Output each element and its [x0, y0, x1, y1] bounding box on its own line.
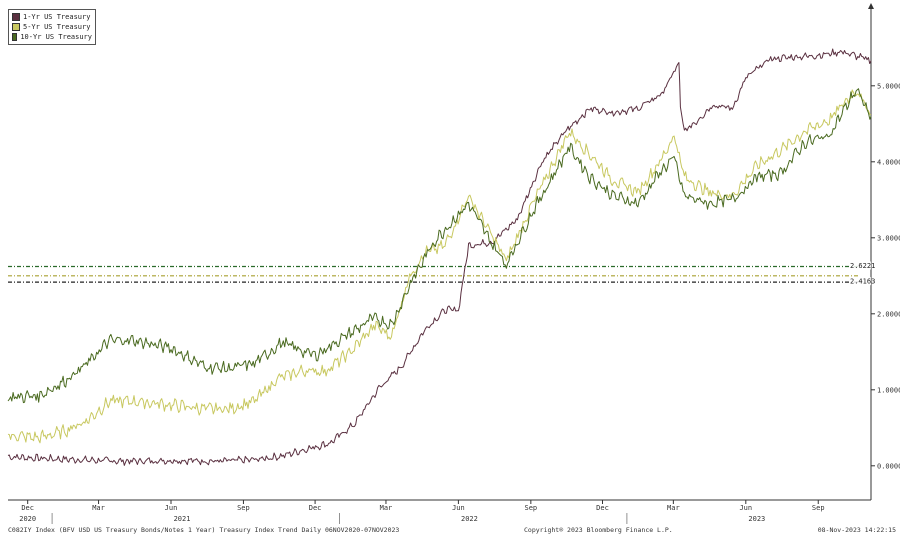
- reference-labels: 2.6221 2.4163: [849, 261, 875, 286]
- legend-swatch-1yr: [12, 13, 20, 21]
- legend-item-10yr: 10-Yr US Treasury: [12, 32, 92, 42]
- footer-copyright: Copyright® 2023 Bloomberg Finance L.P.: [524, 526, 673, 534]
- legend-swatch-5yr: [12, 23, 20, 31]
- x-tick-label: Sep: [237, 504, 250, 512]
- y-tick-label: 1.0000: [877, 386, 900, 394]
- plot-frame: [8, 3, 874, 501]
- y-tick-label: 4.0000: [877, 158, 900, 166]
- x-tick-label: Dec: [596, 504, 609, 512]
- y-tick-label: 5.0000: [877, 82, 900, 90]
- y-tick-label: 0.0000: [877, 462, 900, 470]
- legend: 1-Yr US Treasury 5-Yr US Treasury 10-Yr …: [8, 9, 96, 45]
- reference-label-bg: [849, 261, 871, 270]
- x-axis-ticks: Dec Mar Jun Sep Dec Mar Jun Sep Dec Mar Jun Sep 2020…: [19, 500, 825, 524]
- x-tick-label: Mar: [380, 504, 393, 512]
- x-year-label: 2021: [174, 515, 191, 523]
- x-tick-label: Jun: [452, 504, 465, 512]
- x-tick-label: Mar: [667, 504, 680, 512]
- x-year-label: 2020: [19, 515, 36, 523]
- x-tick-label: Dec: [21, 504, 34, 512]
- reference-label-bg: [849, 277, 871, 286]
- y-tick-label: 2.0000: [877, 310, 900, 318]
- x-tick-label: Sep: [812, 504, 825, 512]
- x-tick-label: Sep: [525, 504, 538, 512]
- series-line-5yr: [7, 89, 872, 444]
- reference-label: 2.4163: [850, 278, 875, 286]
- x-tick-label: Jun: [165, 504, 178, 512]
- x-year-label: 2022: [461, 515, 478, 523]
- y-axis-ticks: 0.0000 1.0000 2.0000 3.0000 4.0000 5.0000: [871, 82, 900, 470]
- x-tick-label: Dec: [309, 504, 322, 512]
- legend-label-1yr: 1-Yr US Treasury: [23, 13, 91, 21]
- x-tick-label: Mar: [92, 504, 105, 512]
- legend-label-10yr: 10-Yr US Treasury: [20, 33, 92, 41]
- legend-swatch-10yr: [12, 33, 18, 41]
- legend-item-1yr: 1-Yr US Treasury: [12, 12, 92, 22]
- x-year-label: 2023: [748, 515, 765, 523]
- axis-top-arrow: [868, 3, 874, 9]
- x-tick-label: Jun: [739, 504, 752, 512]
- legend-item-5yr: 5-Yr US Treasury: [12, 22, 92, 32]
- reference-lines: [8, 265, 858, 283]
- series-line-10yr: [7, 88, 872, 404]
- reference-label: 2.6221: [850, 262, 875, 270]
- series-lines: [7, 48, 872, 466]
- footer-timestamp: 08-Nov-2023 14:22:15: [817, 526, 896, 534]
- series-line-1yr: [7, 48, 872, 466]
- legend-label-5yr: 5-Yr US Treasury: [23, 23, 91, 31]
- y-tick-label: 3.0000: [877, 234, 900, 242]
- footer-index-description: C082IY Index (BFV USD US Treasury Bonds/…: [8, 526, 400, 534]
